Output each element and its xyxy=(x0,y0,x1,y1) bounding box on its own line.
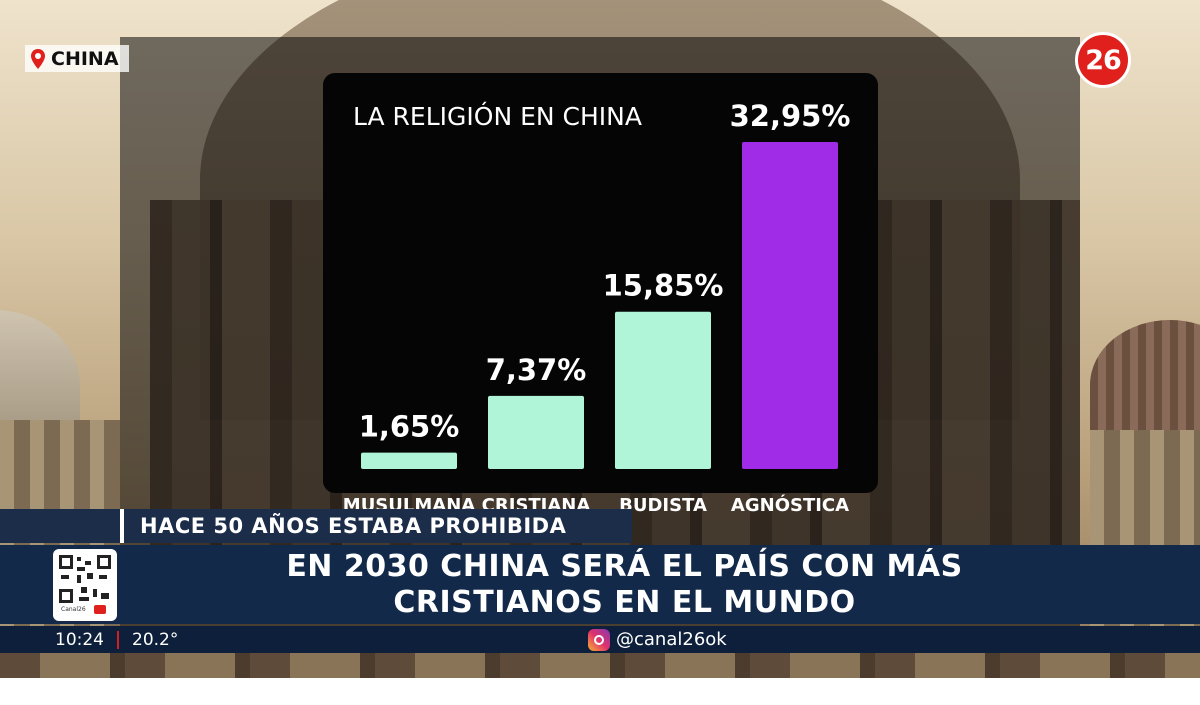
location-label: CHINA xyxy=(51,47,119,70)
channel-logo: 26 xyxy=(1075,32,1131,88)
category-label: BUDISTA xyxy=(619,495,707,516)
subheadline-text: HACE 50 AÑOS ESTABA PROHIBIDA xyxy=(140,514,567,538)
qr-code[interactable]: Canal26 xyxy=(53,549,117,621)
social-handle-text: @canal26ok xyxy=(616,629,727,650)
youtube-icon xyxy=(94,605,106,614)
bar-budista xyxy=(615,311,711,469)
bar-musulmana xyxy=(361,452,457,469)
value-label: 1,65% xyxy=(359,410,460,444)
value-label: 32,95% xyxy=(730,99,851,133)
subheadline-accent xyxy=(120,509,124,543)
background-bottom-strip xyxy=(0,653,1200,678)
social-handle[interactable]: @canal26ok xyxy=(588,626,727,653)
bar-agnóstica xyxy=(742,142,838,469)
ticker-divider xyxy=(117,630,119,649)
bar-cristiana xyxy=(488,395,584,469)
category-label: AGNÓSTICA xyxy=(731,494,849,516)
subheadline-bar: HACE 50 AÑOS ESTABA PROHIBIDA xyxy=(0,509,632,543)
headline-line-2: CRISTIANOS EN EL MUNDO xyxy=(393,584,856,620)
headline-line-1: EN 2030 CHINA SERÁ EL PAÍS CON MÁS xyxy=(286,548,963,584)
broadcast-frame: LA RELIGIÓN EN CHINA 1,65% MUSULMANA 7,37%… xyxy=(0,0,1200,678)
qr-code-icon xyxy=(59,555,111,603)
headline-band xyxy=(0,545,1200,624)
qr-caption: Canal26 xyxy=(61,606,86,613)
clock-time: 10:24 xyxy=(55,629,104,650)
location-tag: CHINA xyxy=(25,45,129,72)
chart-panel: LA RELIGIÓN EN CHINA 1,65% MUSULMANA 7,37%… xyxy=(323,73,878,516)
bar-chart: LA RELIGIÓN EN CHINA 1,65%MUSULMANA7,37%… xyxy=(343,99,851,516)
headline: EN 2030 CHINA SERÁ EL PAÍS CON MÁS CRIST… xyxy=(122,545,1127,624)
value-label: 15,85% xyxy=(603,269,724,303)
clock-weather: 10:24 20.2° xyxy=(55,626,178,653)
background-right-dome xyxy=(1090,320,1200,450)
value-label: 7,37% xyxy=(486,353,587,387)
temperature: 20.2° xyxy=(132,629,179,650)
instagram-icon xyxy=(588,628,610,651)
location-pin-icon xyxy=(31,48,45,69)
chart-title: LA RELIGIÓN EN CHINA xyxy=(353,101,642,131)
